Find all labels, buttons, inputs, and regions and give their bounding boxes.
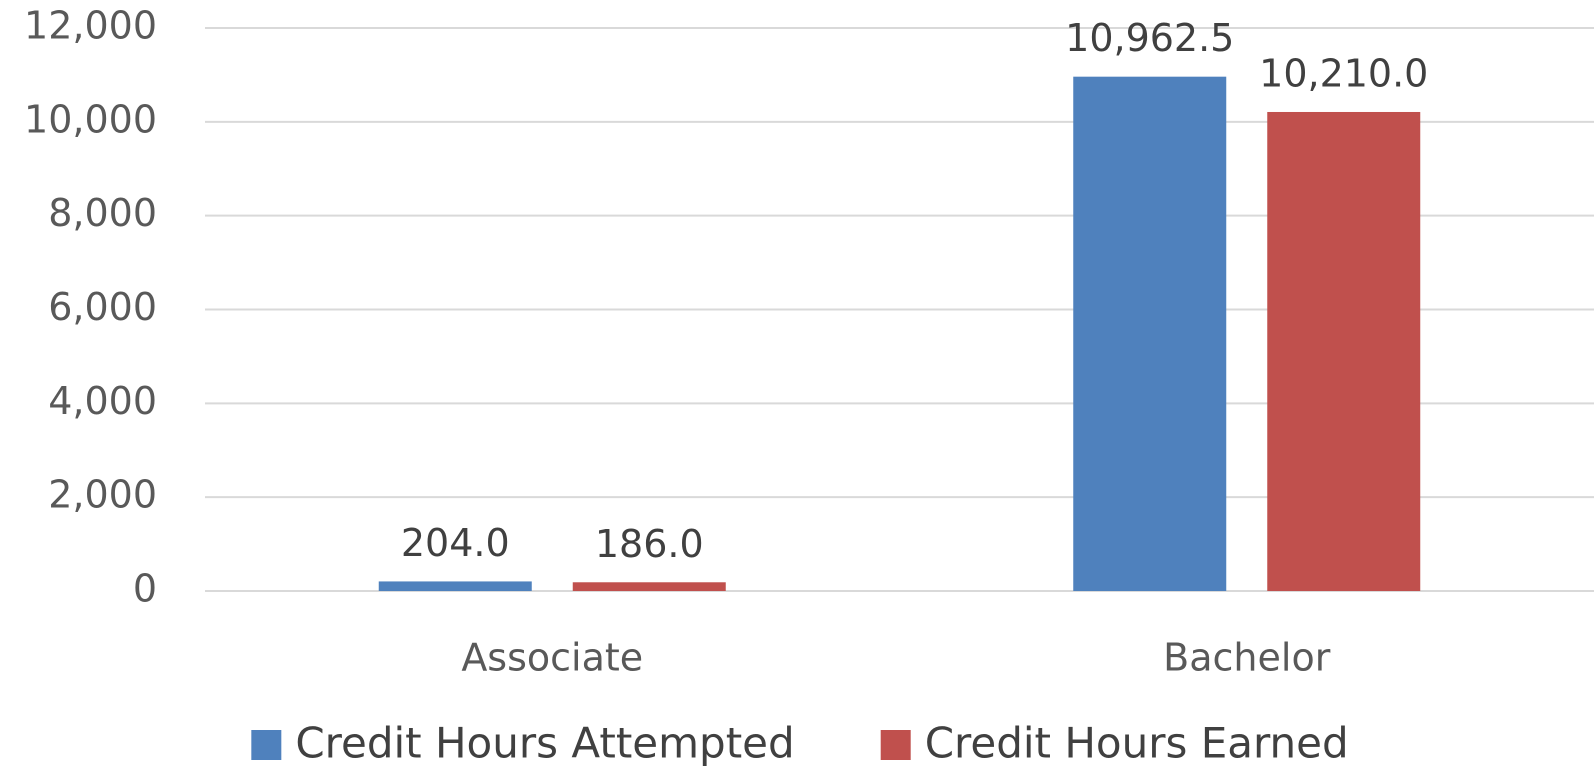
legend-swatch	[251, 730, 282, 760]
y-tick-label: 8,000	[48, 191, 157, 235]
value-label: 10,962.5	[1065, 16, 1234, 60]
y-tick-label: 4,000	[48, 379, 157, 423]
y-tick-label: 10,000	[24, 97, 157, 141]
x-tick-label: Associate	[461, 636, 643, 680]
value-label: 10,210.0	[1259, 51, 1428, 95]
legend-label: Credit Hours Attempted	[295, 719, 794, 768]
value-label: 204.0	[401, 521, 510, 565]
legend-label: Credit Hours Earned	[925, 719, 1349, 768]
bar	[378, 581, 532, 591]
bar	[572, 582, 726, 591]
bar	[1073, 76, 1227, 592]
y-tick-label: 0	[133, 567, 157, 611]
y-tick-label: 12,000	[24, 4, 157, 48]
bar	[1267, 111, 1421, 591]
value-label: 186.0	[595, 522, 704, 566]
legend-swatch	[880, 730, 911, 760]
y-tick-label: 6,000	[48, 285, 157, 329]
x-tick-label: Bachelor	[1163, 636, 1331, 680]
y-tick-label: 2,000	[48, 473, 157, 517]
